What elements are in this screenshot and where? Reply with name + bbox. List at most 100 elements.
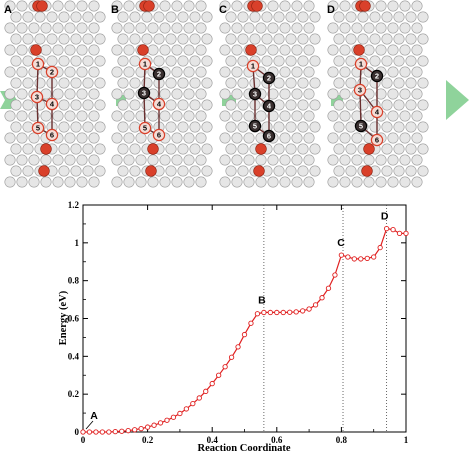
carbon-atom: [381, 121, 393, 133]
carbon-atom: [52, 44, 64, 56]
carbon-atom: [171, 0, 183, 12]
carbon-atom: [147, 110, 159, 122]
carbon-atom: [411, 154, 423, 166]
carbon-atom: [219, 0, 231, 12]
carbon-atom: [183, 132, 195, 144]
carbon-atom: [22, 165, 34, 177]
carbon-atom: [171, 22, 183, 34]
panel-letter: C: [219, 4, 227, 16]
dotted-lines: [263, 205, 388, 432]
carbon-atom: [129, 55, 141, 67]
numbered-atom-6: 6: [262, 129, 276, 143]
carbon-atom: [411, 44, 423, 56]
carbon-atom: [165, 11, 177, 23]
carbon-atom: [333, 165, 345, 177]
carbon-atom: [76, 0, 88, 12]
carbon-atom: [201, 143, 213, 155]
carbon-atom: [285, 77, 297, 89]
state-label-a: A: [85, 410, 98, 430]
state-letter: C: [337, 237, 345, 249]
carbon-atom: [195, 44, 207, 56]
carbon-atom: [94, 165, 106, 177]
carbon-atom: [129, 11, 141, 23]
carbon-atom: [411, 22, 423, 34]
carbon-atom: [279, 88, 291, 100]
carbon-atom: [76, 88, 88, 100]
data-point: [312, 302, 319, 308]
carbon-atom: [183, 176, 195, 188]
carbon-atom: [219, 44, 231, 56]
carbon-atom: [267, 110, 279, 122]
carbon-atom: [405, 165, 417, 177]
carbon-atom: [4, 154, 16, 166]
carbon-atom: [393, 55, 405, 67]
atom-circle: [138, 121, 152, 135]
oxygen-atom: [353, 44, 365, 56]
carbon-atom: [339, 110, 351, 122]
carbon-atom: [123, 66, 135, 78]
carbon-atom: [195, 132, 207, 144]
carbon-atom: [411, 88, 423, 100]
carbon-atom: [117, 11, 129, 23]
numbered-atom-4: 4: [370, 105, 384, 119]
carbon-atom: [339, 154, 351, 166]
carbon-atom: [82, 77, 94, 89]
carbon-atom: [135, 154, 147, 166]
carbon-atom: [141, 11, 153, 23]
carbon-atom: [303, 110, 315, 122]
y-tick-label: 0.6: [68, 314, 80, 324]
carbon-atom: [82, 143, 94, 155]
numbered-atom-5: 5: [31, 121, 45, 135]
carbon-atom: [22, 55, 34, 67]
carbon-atom: [291, 132, 303, 144]
atom-circle: [262, 129, 276, 143]
data-point: [157, 420, 164, 426]
carbon-atom: [381, 143, 393, 155]
carbon-atom: [297, 99, 309, 111]
carbon-atom: [135, 110, 147, 122]
carbon-atom: [123, 44, 135, 56]
carbon-atom: [327, 44, 339, 56]
carbon-atom: [16, 176, 28, 188]
numbered-atom-1: 1: [31, 57, 45, 71]
carbon-atom: [225, 165, 237, 177]
carbon-atom: [82, 55, 94, 67]
carbon-atom: [225, 11, 237, 23]
carbon-atom: [387, 0, 399, 12]
carbon-atom: [195, 66, 207, 78]
atom-number: 1: [143, 60, 147, 69]
atom-circle: [246, 59, 260, 73]
atom-number: 4: [375, 108, 380, 117]
carbon-atom: [231, 132, 243, 144]
state-letter: A: [90, 410, 98, 422]
numbered-atom-6: 6: [45, 128, 59, 142]
carbon-atom: [309, 121, 321, 133]
data-point: [248, 320, 254, 326]
carbon-atom: [297, 33, 309, 45]
carbon-atom: [70, 165, 82, 177]
data-point: [364, 255, 370, 261]
carbon-atom: [177, 143, 189, 155]
carbon-atom: [375, 176, 387, 188]
atom-number: 2: [267, 74, 271, 83]
carbon-atom: [111, 154, 123, 166]
carbon-atom: [111, 176, 123, 188]
atom-number: 3: [253, 90, 257, 99]
carbon-atom: [70, 55, 82, 67]
carbon-atom: [267, 88, 279, 100]
carbon-atom: [76, 154, 88, 166]
carbon-atom: [369, 33, 381, 45]
carbon-atom: [393, 165, 405, 177]
carbon-atom: [297, 165, 309, 177]
carbon-atom: [411, 66, 423, 78]
carbon-atom: [40, 110, 52, 122]
carbon-atom: [201, 11, 213, 23]
carbon-atom: [165, 165, 177, 177]
carbon-atom: [165, 77, 177, 89]
carbon-atom: [261, 33, 273, 45]
carbon-atom: [177, 55, 189, 67]
atom-number: 2: [50, 68, 54, 77]
x-tick-label: 0.4: [207, 435, 219, 445]
carbon-atom: [88, 88, 100, 100]
